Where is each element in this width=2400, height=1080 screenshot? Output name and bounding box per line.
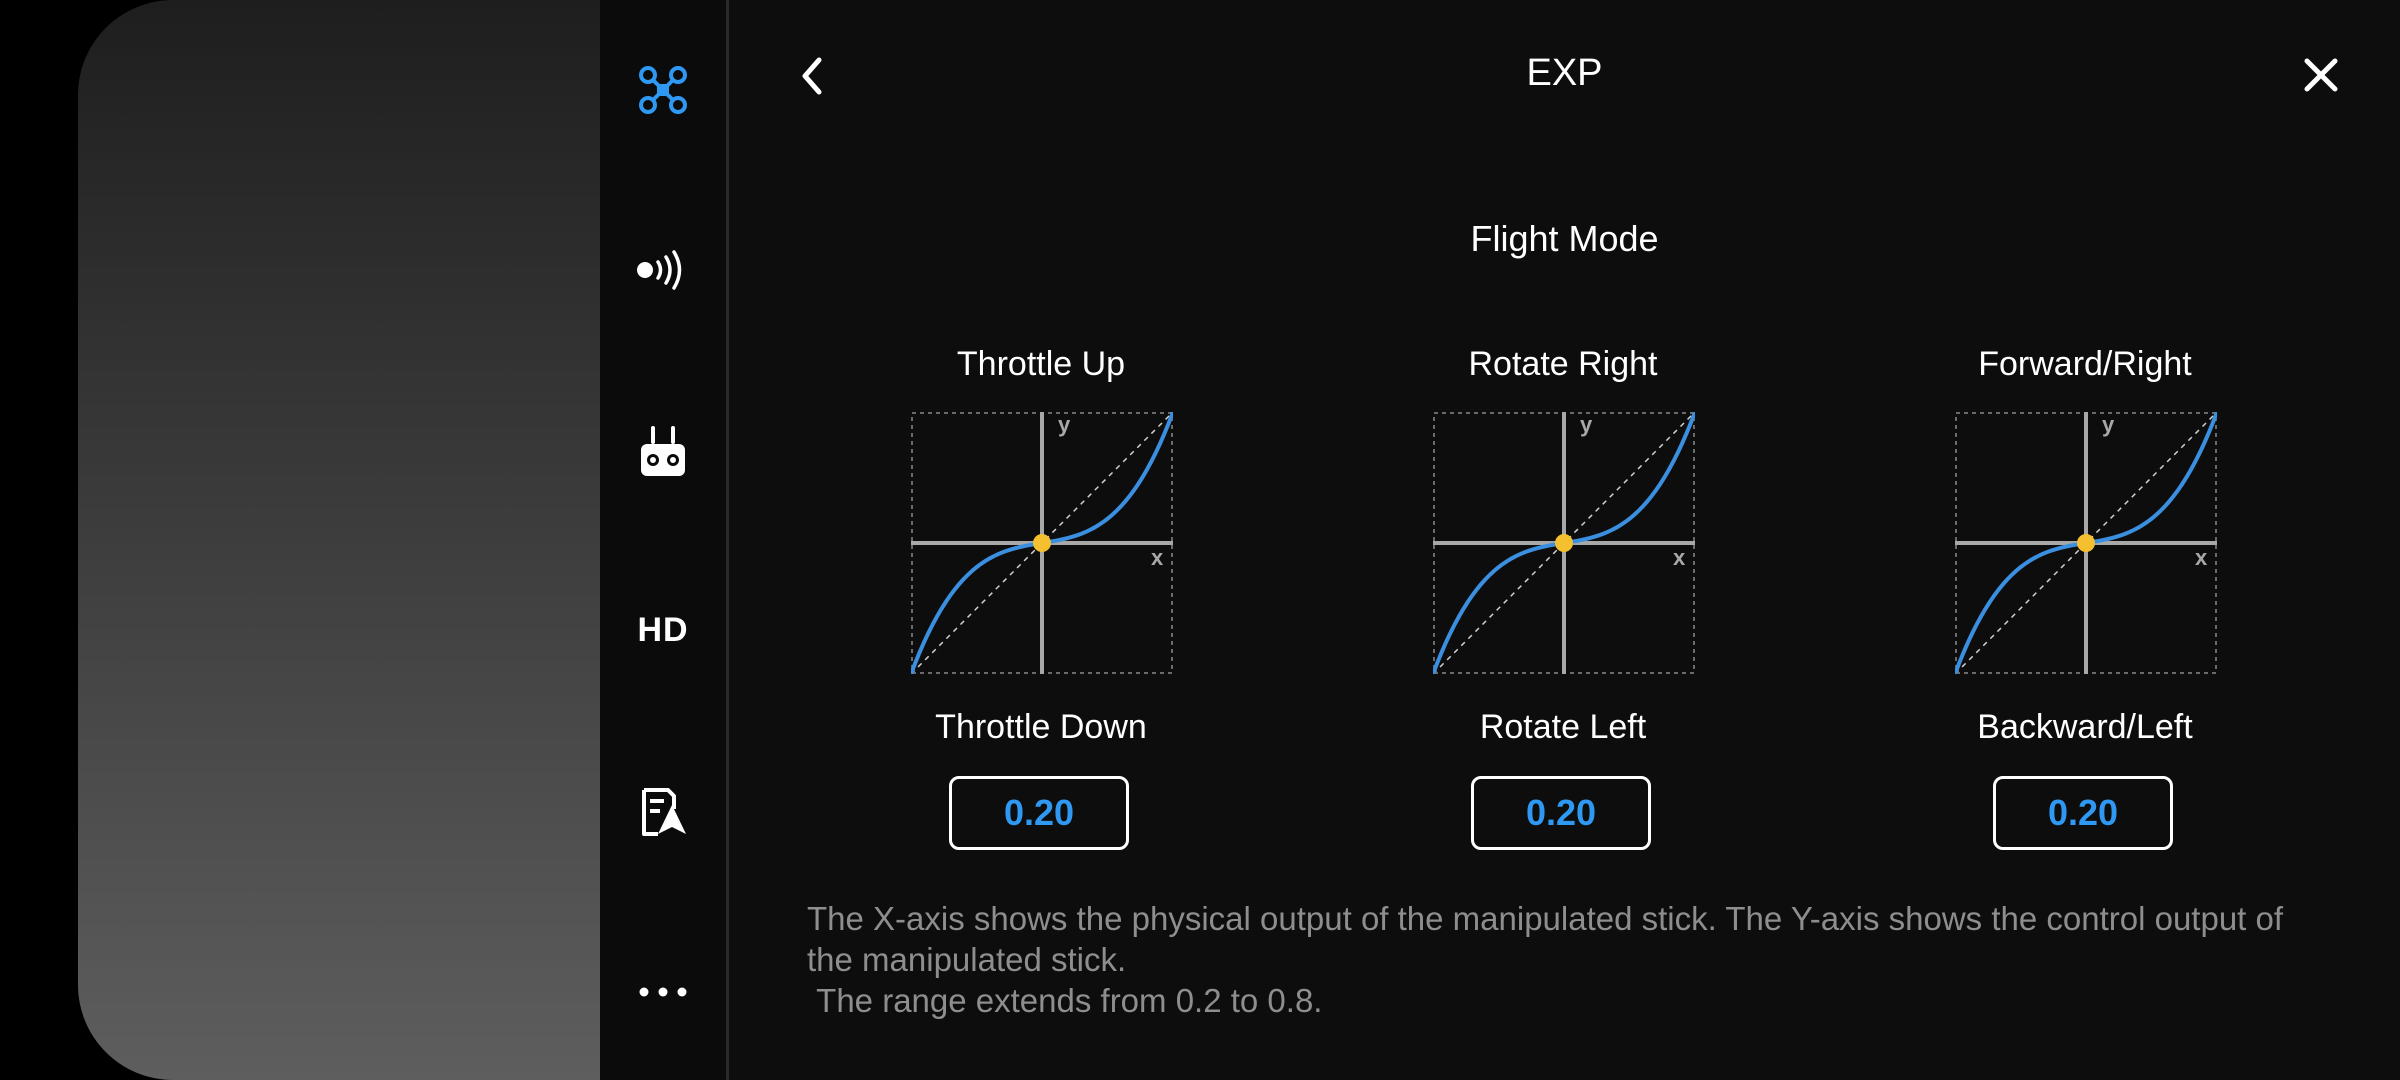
exp-curve-graph: yx <box>911 412 1173 674</box>
hd-label: HD <box>637 610 689 649</box>
sidebar-item-transmission[interactable] <box>600 225 726 315</box>
exp-curve-graph: yx <box>1955 412 2217 674</box>
curve-bottom-label: Rotate Left <box>1479 708 1647 746</box>
exp-curve-graph: yx <box>1433 412 1695 674</box>
y-axis-label: y <box>1580 412 1593 437</box>
center-dot <box>1033 534 1051 552</box>
curve-top-label: Forward/Right <box>1978 345 2192 383</box>
camera-preview <box>78 0 628 1080</box>
x-axis-label: x <box>1151 545 1164 570</box>
x-axis-label: x <box>1673 545 1686 570</box>
drone-icon <box>639 66 687 114</box>
chevron-left-icon <box>802 57 822 95</box>
exp-value-input[interactable]: 0.20 <box>949 776 1129 850</box>
linear-reference-line <box>1433 412 1695 674</box>
flight-log-icon <box>642 788 686 836</box>
curve-top-label: Rotate Right <box>1468 345 1658 383</box>
sidebar-item-more[interactable] <box>600 947 726 1037</box>
exp-value-input[interactable]: 0.20 <box>1471 776 1651 850</box>
remote-controller-icon <box>641 426 685 476</box>
close-icon <box>2304 58 2338 92</box>
y-axis-label: y <box>2102 412 2115 437</box>
sidebar-item-hd[interactable]: HD <box>600 585 726 675</box>
settings-sidebar: HD <box>600 0 729 1080</box>
back-button[interactable] <box>787 46 837 106</box>
flight-mode-title: Flight Mode <box>1470 218 1659 259</box>
exp-description: The X-axis shows the physical output of … <box>807 900 2284 1019</box>
curve-bottom-label: Throttle Down <box>935 708 1147 746</box>
curve-bottom-label: Backward/Left <box>1977 708 2193 746</box>
sidebar-item-aircraft[interactable] <box>600 45 726 135</box>
center-dot <box>1555 534 1573 552</box>
x-axis-label: x <box>2195 545 2208 570</box>
more-icon <box>639 987 687 997</box>
linear-reference-line <box>911 412 1173 674</box>
y-axis-label: y <box>1058 412 1071 437</box>
sidebar-item-flight-log[interactable] <box>600 767 726 857</box>
sidebar-item-remote-controller[interactable] <box>600 408 726 498</box>
signal-icon <box>637 250 682 290</box>
exp-value-input[interactable]: 0.20 <box>1993 776 2173 850</box>
curve-top-label: Throttle Up <box>956 345 1126 383</box>
close-button[interactable] <box>2296 50 2346 100</box>
page-title: EXP <box>1526 52 1603 94</box>
center-dot <box>2077 534 2095 552</box>
linear-reference-line <box>1955 412 2217 674</box>
